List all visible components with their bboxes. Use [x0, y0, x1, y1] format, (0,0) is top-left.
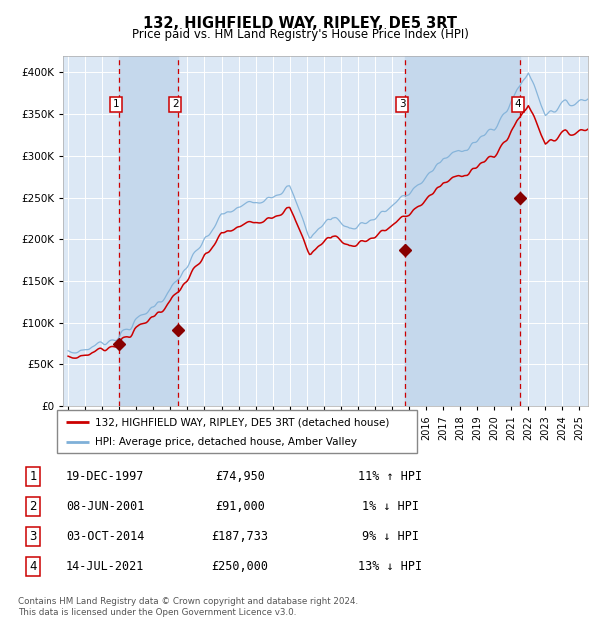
Text: Price paid vs. HM Land Registry's House Price Index (HPI): Price paid vs. HM Land Registry's House …: [131, 28, 469, 41]
Text: 1: 1: [113, 99, 119, 109]
Text: 13% ↓ HPI: 13% ↓ HPI: [358, 560, 422, 572]
FancyBboxPatch shape: [57, 410, 417, 453]
Bar: [119, 56, 178, 406]
Text: £187,733: £187,733: [212, 530, 269, 542]
Text: 3: 3: [399, 99, 406, 109]
Text: HPI: Average price, detached house, Amber Valley: HPI: Average price, detached house, Ambe…: [95, 437, 357, 447]
Text: 1% ↓ HPI: 1% ↓ HPI: [361, 500, 419, 513]
Text: 4: 4: [515, 99, 521, 109]
Text: 132, HIGHFIELD WAY, RIPLEY, DE5 3RT (detached house): 132, HIGHFIELD WAY, RIPLEY, DE5 3RT (det…: [95, 417, 389, 427]
Text: 14-JUL-2021: 14-JUL-2021: [66, 560, 144, 572]
Text: 19-DEC-1997: 19-DEC-1997: [66, 471, 144, 483]
Text: 03-OCT-2014: 03-OCT-2014: [66, 530, 144, 542]
Text: 132, HIGHFIELD WAY, RIPLEY, DE5 3RT: 132, HIGHFIELD WAY, RIPLEY, DE5 3RT: [143, 16, 457, 30]
Text: 2: 2: [172, 99, 179, 109]
Text: £91,000: £91,000: [215, 500, 265, 513]
Text: 2: 2: [29, 500, 37, 513]
Text: 9% ↓ HPI: 9% ↓ HPI: [361, 530, 419, 542]
Text: £74,950: £74,950: [215, 471, 265, 483]
Bar: [405, 56, 520, 406]
Text: Contains HM Land Registry data © Crown copyright and database right 2024.
This d: Contains HM Land Registry data © Crown c…: [18, 598, 358, 617]
Text: 11% ↑ HPI: 11% ↑ HPI: [358, 471, 422, 483]
Text: 1: 1: [29, 471, 37, 483]
Text: 4: 4: [29, 560, 37, 572]
Text: 08-JUN-2001: 08-JUN-2001: [66, 500, 144, 513]
Text: £250,000: £250,000: [212, 560, 269, 572]
Text: 3: 3: [29, 530, 37, 542]
